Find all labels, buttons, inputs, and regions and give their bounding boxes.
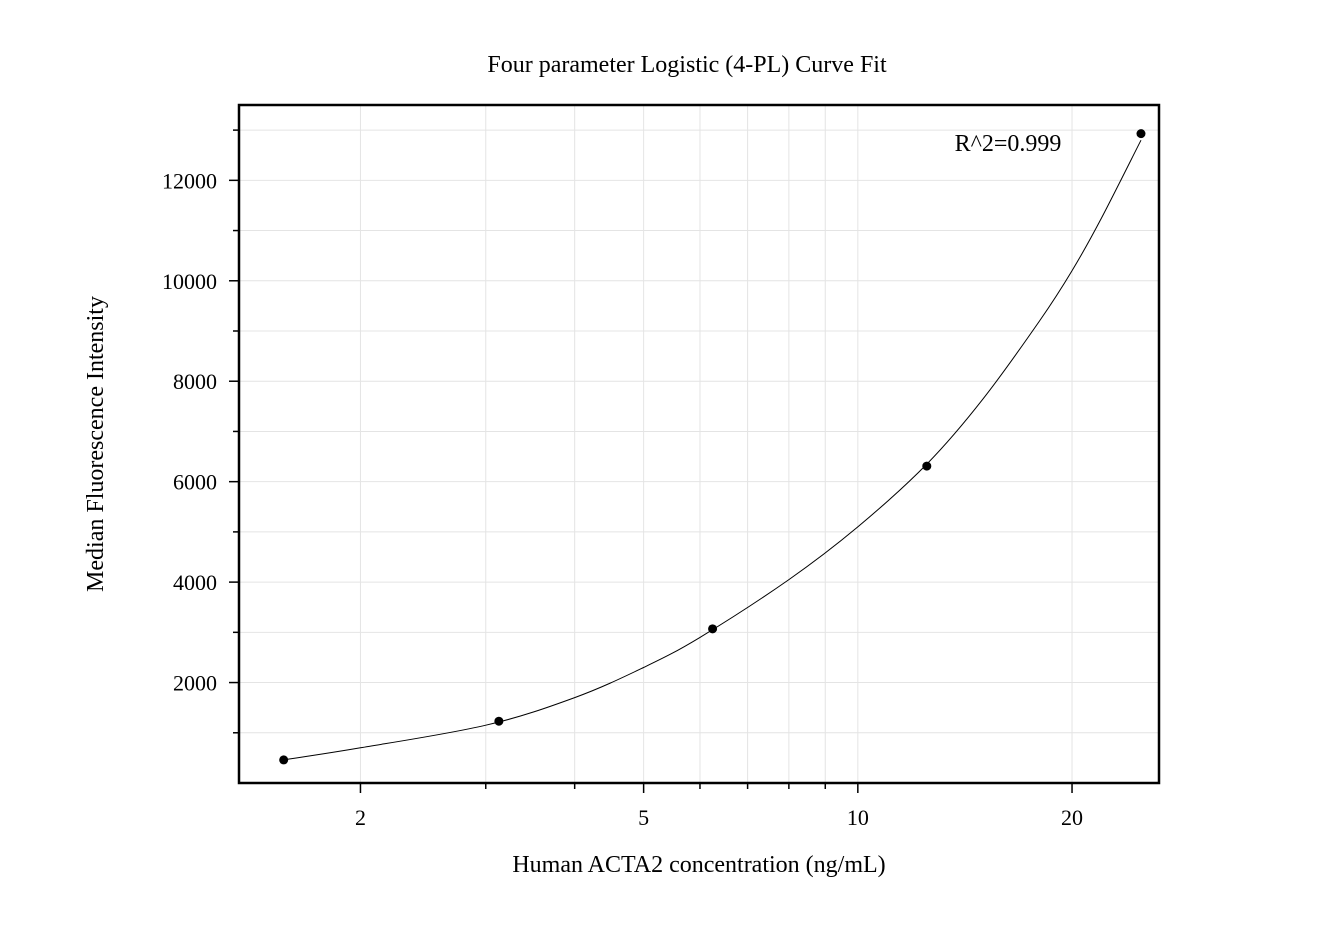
data-point xyxy=(1136,129,1146,139)
fit-curve xyxy=(283,139,1142,761)
y-tick-label: 8000 xyxy=(173,369,217,394)
x-tick-label: 20 xyxy=(1061,805,1083,830)
x-axis-label: Human ACTA2 concentration (ng/mL) xyxy=(512,852,885,878)
y-tick-label: 4000 xyxy=(173,570,217,595)
axis-ticks xyxy=(229,129,1073,793)
r-squared-annotation: R^2=0.999 xyxy=(955,131,1062,157)
grid-lines xyxy=(239,105,1159,783)
chart-title: Four parameter Logistic (4-PL) Curve Fit xyxy=(487,52,887,78)
data-point xyxy=(922,461,932,471)
y-tick-label: 10000 xyxy=(162,269,217,294)
fit-curve-layer xyxy=(283,139,1142,761)
y-tick-label: 12000 xyxy=(162,168,217,193)
x-tick-label: 10 xyxy=(847,805,869,830)
data-point xyxy=(494,716,504,726)
tick-labels: 2 5 10 20 2000 4000 6000 8000 10000 12000 xyxy=(162,168,1083,830)
data-point xyxy=(279,755,289,765)
y-axis-label: Median Fluorescence Intensity xyxy=(83,296,109,592)
plot-frame xyxy=(237,103,1161,785)
data-points xyxy=(279,129,1146,765)
x-tick-label: 2 xyxy=(355,805,366,830)
y-tick-label: 6000 xyxy=(173,470,217,495)
data-point xyxy=(708,624,718,634)
y-tick-label: 2000 xyxy=(173,671,217,696)
x-tick-label: 5 xyxy=(638,805,649,830)
